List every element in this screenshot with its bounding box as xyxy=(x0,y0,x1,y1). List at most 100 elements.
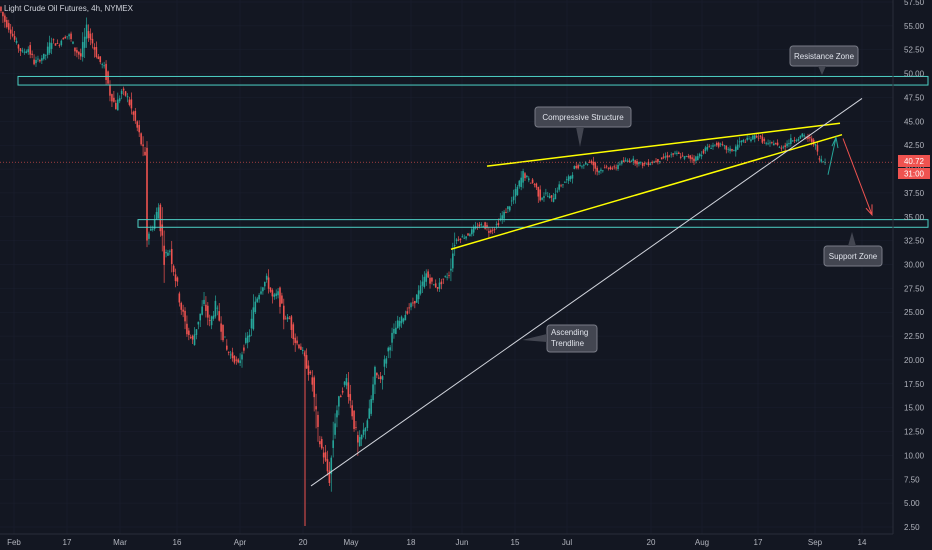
candle-body xyxy=(189,337,192,338)
candle-body xyxy=(85,24,88,39)
resistance-zone-callout[interactable]: Resistance Zone xyxy=(789,45,859,75)
candle-body xyxy=(533,184,536,186)
down-arrow[interactable] xyxy=(842,138,873,217)
candle-body xyxy=(560,185,562,187)
candle-body xyxy=(434,283,437,288)
candle-body xyxy=(431,277,433,282)
candle-body xyxy=(377,377,380,379)
candle-body xyxy=(488,230,490,233)
x-tick-label: 16 xyxy=(173,538,182,547)
candle-body xyxy=(480,223,483,225)
candle-body xyxy=(567,176,570,181)
candle-body xyxy=(347,382,350,397)
candle-body xyxy=(307,365,310,375)
candle-body xyxy=(535,183,538,188)
candle-body xyxy=(159,204,162,232)
candle-body xyxy=(101,63,103,65)
support-zone[interactable] xyxy=(137,219,929,228)
candle-body xyxy=(791,140,794,142)
candle-body xyxy=(685,155,688,157)
candle-body xyxy=(742,139,745,142)
candle-body xyxy=(208,320,211,322)
candle-body xyxy=(195,329,198,335)
candle-body xyxy=(491,229,494,231)
candle-body xyxy=(493,229,496,231)
candle-body xyxy=(687,156,690,158)
candle-body xyxy=(29,45,31,55)
candle-body xyxy=(66,36,68,38)
candle-body xyxy=(632,158,635,162)
candle-body xyxy=(797,138,800,141)
candle-body xyxy=(124,91,127,96)
compressive-structure-callout[interactable]: Compressive Structure xyxy=(534,106,632,147)
candle-body xyxy=(355,427,357,428)
candle-body xyxy=(499,218,502,220)
candle-body xyxy=(545,192,547,194)
candle-body xyxy=(778,146,781,148)
wedge-lower-line[interactable] xyxy=(450,133,843,250)
ascending-trendline[interactable] xyxy=(310,98,863,487)
candle-body xyxy=(427,271,429,278)
candle-body xyxy=(526,175,528,178)
candle-body xyxy=(286,316,289,320)
candle-body xyxy=(565,179,568,181)
candle-body xyxy=(605,166,608,168)
candle-body xyxy=(573,165,576,170)
candle-body xyxy=(655,160,657,162)
candle-body xyxy=(674,152,676,154)
candle-body xyxy=(214,300,217,317)
candle-body xyxy=(44,54,47,56)
time-axis[interactable]: Feb 17 Mar 16 Apr 20 May 18 Jun 15 Jul 20 Aug 17 Sep 14 xyxy=(0,533,893,547)
candle-body xyxy=(25,51,28,54)
candle-body xyxy=(52,39,55,41)
candle-body xyxy=(132,111,135,115)
candle-body xyxy=(150,228,152,231)
candle-body xyxy=(188,330,190,335)
price-axis[interactable]: 57.5055.0052.5050.0047.5045.0042.5040.00… xyxy=(892,0,925,534)
candle-body xyxy=(116,99,119,111)
candle-body xyxy=(795,140,798,142)
candle-body xyxy=(624,160,627,162)
candle-body xyxy=(543,196,545,198)
candle-body xyxy=(284,318,287,320)
candle-body xyxy=(516,186,519,196)
candle-body xyxy=(267,277,270,289)
wedge-upper-line[interactable] xyxy=(486,122,841,167)
candle-body xyxy=(226,345,228,350)
candle-body xyxy=(17,44,20,49)
candle-body xyxy=(404,314,407,321)
candle-body xyxy=(702,150,705,154)
candle-body xyxy=(514,189,517,197)
candle-body xyxy=(801,133,804,137)
candle-body xyxy=(676,152,678,154)
candle-body xyxy=(497,223,500,226)
candle-body xyxy=(638,162,640,165)
candle-body xyxy=(383,359,386,367)
candle-body xyxy=(254,301,257,313)
candle-body xyxy=(224,336,226,338)
candle-body xyxy=(529,182,532,184)
candle-body xyxy=(320,439,323,449)
candle-body xyxy=(617,164,619,170)
support-zone-callout[interactable]: Support Zone xyxy=(823,232,883,267)
candle-body xyxy=(812,139,815,145)
candle-body xyxy=(763,139,766,141)
candle-body xyxy=(691,157,693,160)
last-price-value: 40.72 xyxy=(904,157,925,166)
candle-body xyxy=(300,346,302,350)
drawings-layer xyxy=(0,75,929,487)
y-tick-label: 42.50 xyxy=(904,141,925,150)
candle-body xyxy=(9,29,12,34)
candle-body xyxy=(273,294,276,297)
candle-body xyxy=(231,352,234,359)
candle-body xyxy=(634,160,636,164)
candle-body xyxy=(452,253,454,269)
candle-body xyxy=(558,184,560,190)
candle-body xyxy=(56,43,59,44)
resistance-zone[interactable] xyxy=(17,75,929,86)
up-arrow[interactable] xyxy=(827,135,839,175)
ascending-trendline-callout[interactable]: Ascending Trendline xyxy=(522,324,598,353)
candle-body xyxy=(440,281,443,285)
x-tick-label: May xyxy=(343,538,358,547)
